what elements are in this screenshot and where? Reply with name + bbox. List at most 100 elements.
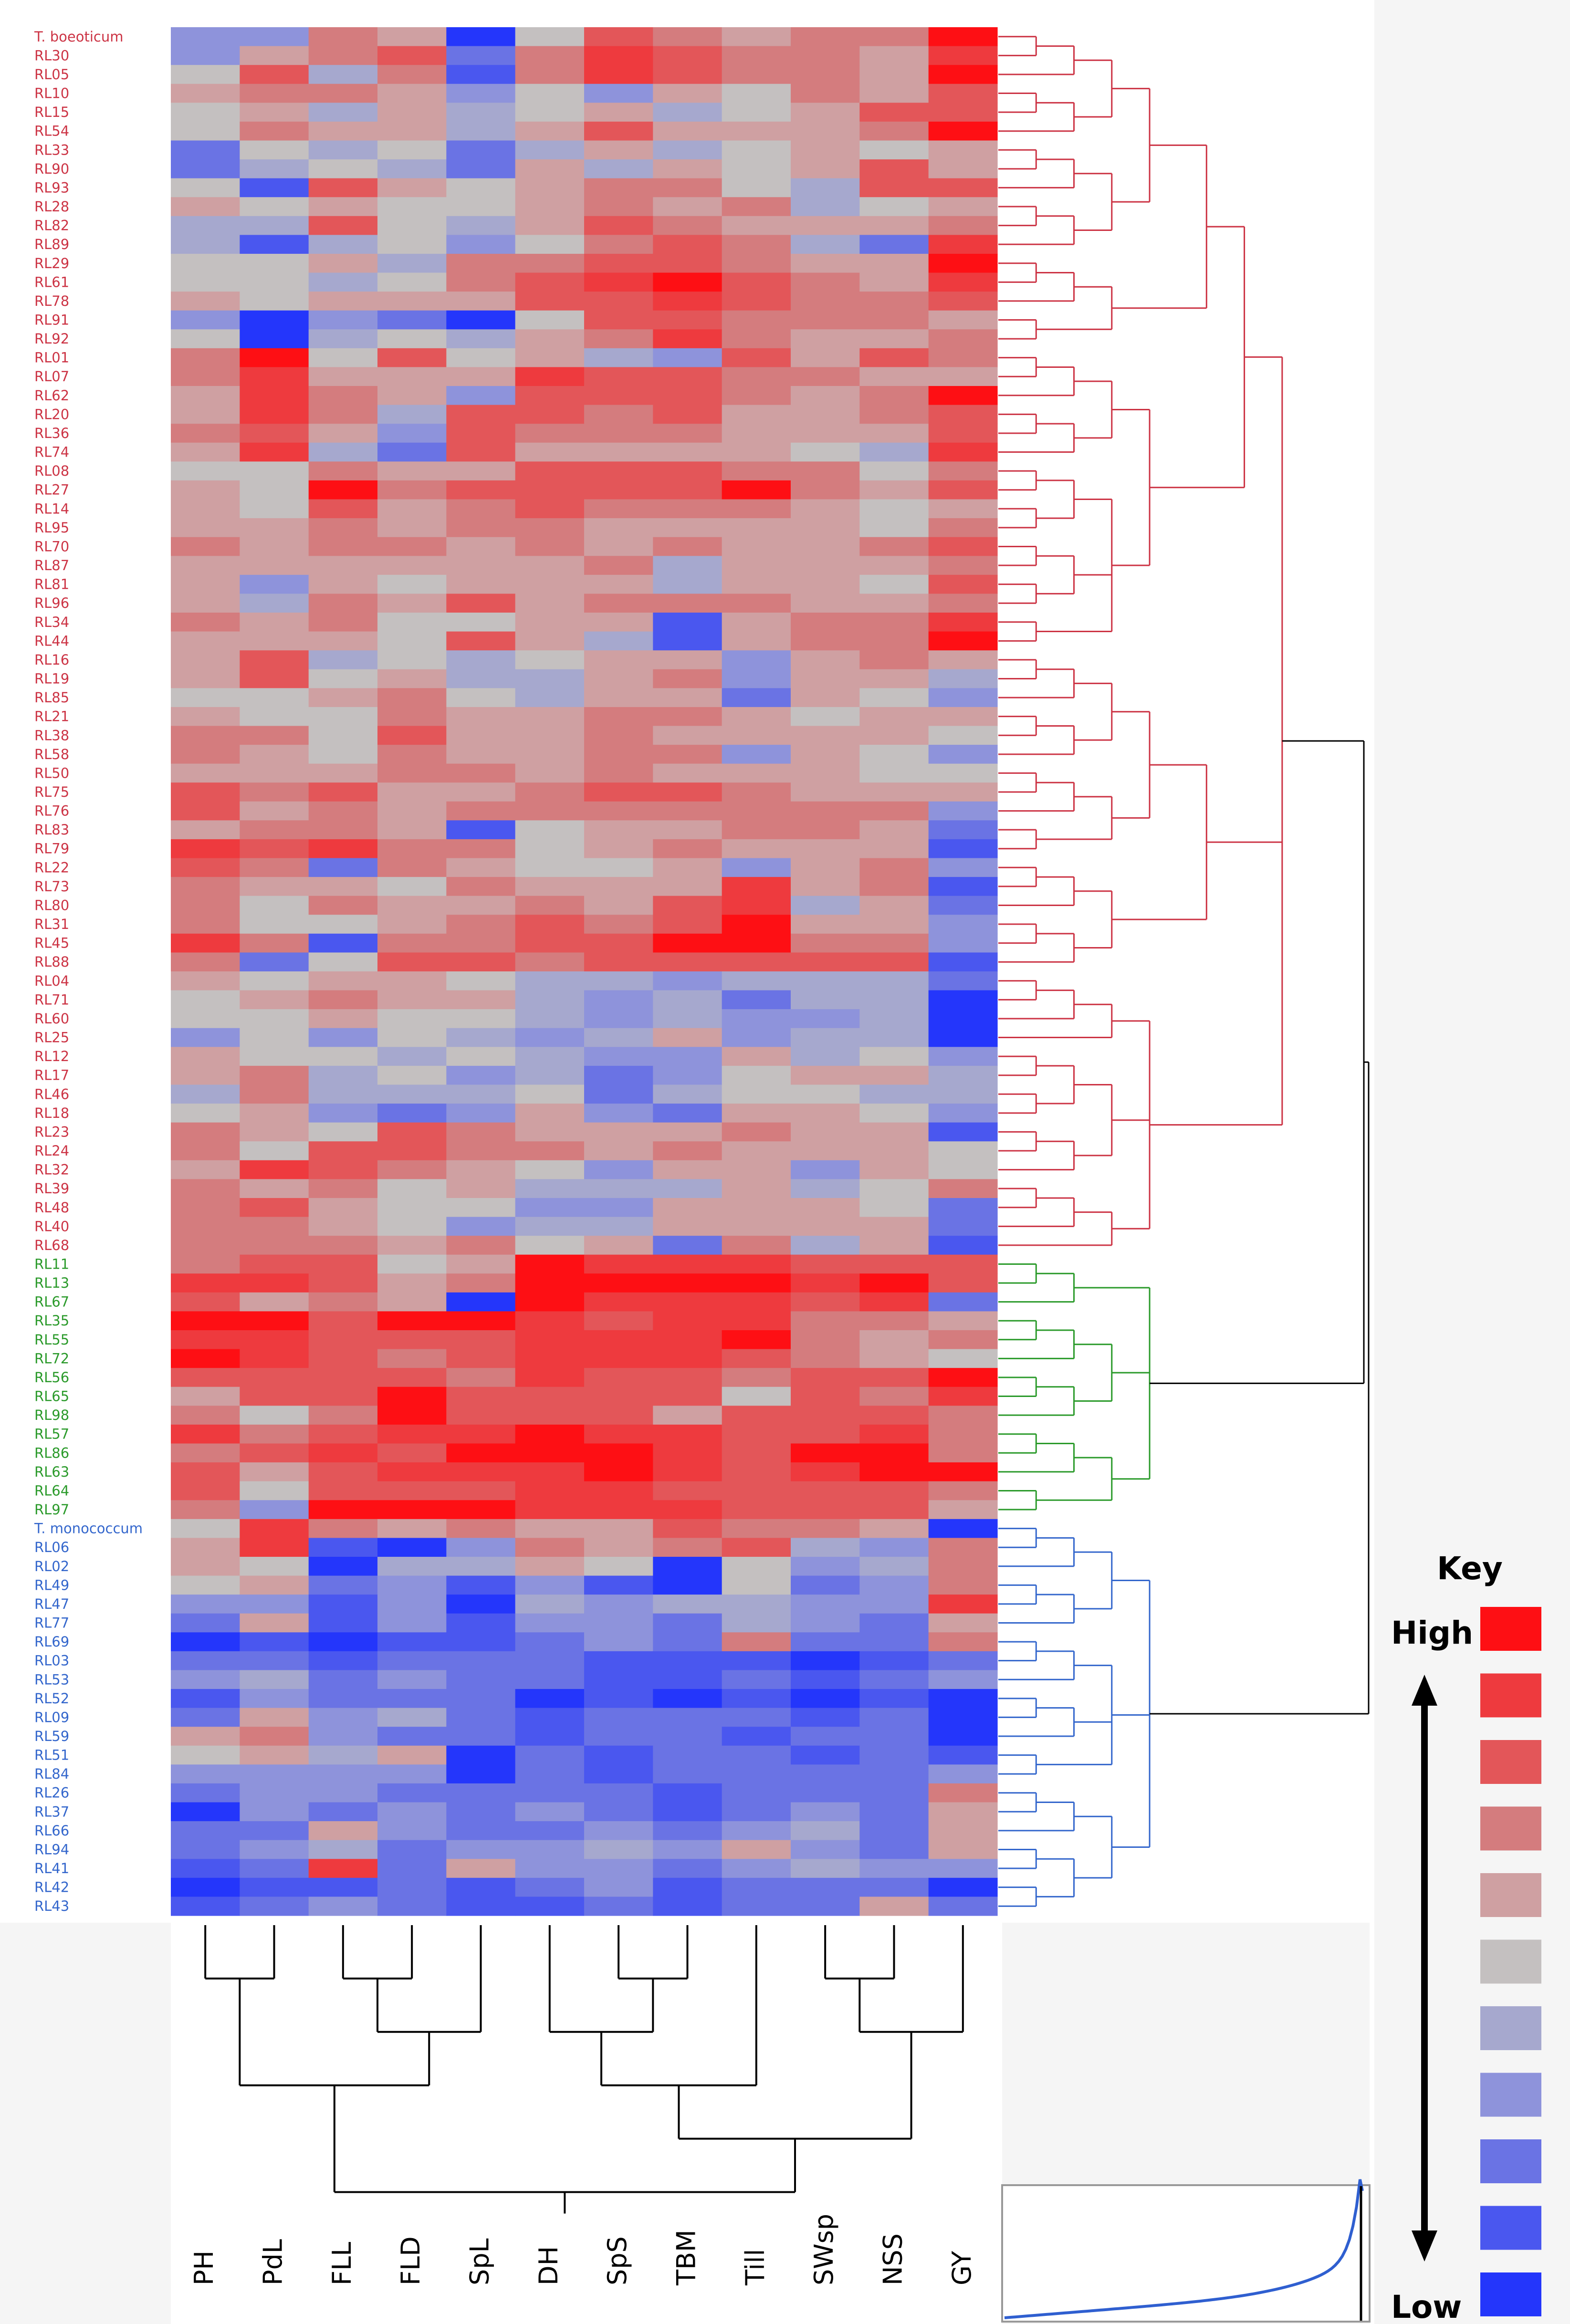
heatmap-cell (722, 556, 791, 575)
heatmap-cell (446, 65, 516, 84)
heatmap-cell (308, 253, 378, 273)
heatmap-cell (928, 1084, 998, 1104)
heatmap-cell (377, 1670, 447, 1689)
heatmap-cell (446, 1236, 516, 1255)
key-high-label: High (1391, 1615, 1473, 1651)
heatmap-cell (515, 556, 585, 575)
heatmap-cell (308, 1877, 378, 1897)
heatmap-cell (722, 877, 791, 896)
heatmap-cell (722, 1254, 791, 1274)
heatmap-cell (377, 1556, 447, 1576)
heatmap-cell (515, 159, 585, 179)
heatmap-cell (653, 1859, 722, 1878)
heatmap-cell (653, 197, 722, 217)
heatmap-cell (377, 292, 447, 311)
heatmap-cell (584, 933, 653, 953)
heatmap-cell (722, 1349, 791, 1368)
heatmap-cell (377, 574, 447, 594)
heatmap-cell (515, 1065, 585, 1085)
heatmap-cell (791, 329, 860, 349)
heatmap-cell (584, 1764, 653, 1784)
heatmap-cell (584, 990, 653, 1010)
heatmap-cell (653, 461, 722, 481)
heatmap-cell (653, 650, 722, 670)
heatmap-cell (171, 1764, 240, 1784)
heatmap-cell (791, 1745, 860, 1765)
heatmap-cell (515, 669, 585, 688)
heatmap-cell (653, 745, 722, 764)
heatmap-cell (308, 556, 378, 575)
row-label: T. boeoticum (34, 29, 123, 45)
heatmap-cell (446, 1859, 516, 1878)
heatmap-cell (722, 1670, 791, 1689)
heatmap-cell (791, 650, 860, 670)
heatmap-cell (859, 839, 929, 859)
heatmap-cell (584, 688, 653, 708)
heatmap-cell (446, 877, 516, 896)
heatmap-cell (722, 1424, 791, 1444)
heatmap-cell (240, 971, 309, 991)
heatmap-cell (240, 235, 309, 254)
heatmap-cell (653, 1122, 722, 1142)
heatmap-cell (308, 915, 378, 934)
heatmap-cell (308, 574, 378, 594)
heatmap-cell (584, 46, 653, 65)
heatmap-cell (171, 121, 240, 141)
heatmap-cell (446, 1198, 516, 1218)
heatmap-cell (446, 1122, 516, 1142)
heatmap-cell (584, 272, 653, 292)
heatmap-cell (859, 1821, 929, 1841)
heatmap-cell (377, 990, 447, 1010)
heatmap-cell (584, 405, 653, 424)
row-label: RL70 (34, 539, 69, 555)
heatmap-cell (584, 1651, 653, 1671)
heatmap-cell (584, 669, 653, 688)
row-label: RL48 (34, 1199, 69, 1216)
heatmap-cell (791, 1821, 860, 1841)
heatmap-cell (791, 121, 860, 141)
heatmap-cell (584, 556, 653, 575)
heatmap-cells (171, 27, 998, 1916)
heatmap-cell (308, 1254, 378, 1274)
heatmap-cell (377, 650, 447, 670)
heatmap-cell (928, 1613, 998, 1633)
heatmap-cell (171, 990, 240, 1010)
heatmap-cell (171, 329, 240, 349)
heatmap-cell (446, 971, 516, 991)
row-label: RL36 (34, 425, 69, 441)
heatmap-cell (928, 140, 998, 160)
heatmap-cell (308, 858, 378, 877)
heatmap-cell (653, 442, 722, 462)
heatmap-cell (446, 518, 516, 538)
heatmap-cell (240, 612, 309, 632)
heatmap-cell (859, 1273, 929, 1293)
heatmap-cell (722, 858, 791, 877)
heatmap-cell (240, 1349, 309, 1368)
heatmap-cell (859, 1406, 929, 1425)
heatmap-cell (240, 1840, 309, 1859)
heatmap-cell (240, 858, 309, 877)
heatmap-cell (653, 1727, 722, 1746)
heatmap-cell (791, 83, 860, 103)
heatmap-cell (515, 1689, 585, 1709)
key-panel-background (1374, 0, 1570, 2324)
heatmap-cell (308, 1198, 378, 1218)
heatmap-cell (859, 1160, 929, 1179)
heatmap-cell (722, 1859, 791, 1878)
heatmap-cell (515, 1651, 585, 1671)
heatmap-cell (377, 745, 447, 764)
heatmap-cell (653, 1386, 722, 1406)
heatmap-cell (859, 745, 929, 764)
heatmap-cell (653, 1160, 722, 1179)
heatmap-cell (859, 292, 929, 311)
heatmap-cell (446, 745, 516, 764)
heatmap-cell (584, 367, 653, 386)
heatmap-cell (791, 1330, 860, 1350)
heatmap-cell (584, 329, 653, 349)
heatmap-cell (859, 442, 929, 462)
heatmap-cell (240, 1821, 309, 1841)
heatmap-cell (240, 1783, 309, 1803)
heatmap-cell (240, 1368, 309, 1387)
heatmap-cell (653, 1349, 722, 1368)
heatmap-cell (928, 933, 998, 953)
